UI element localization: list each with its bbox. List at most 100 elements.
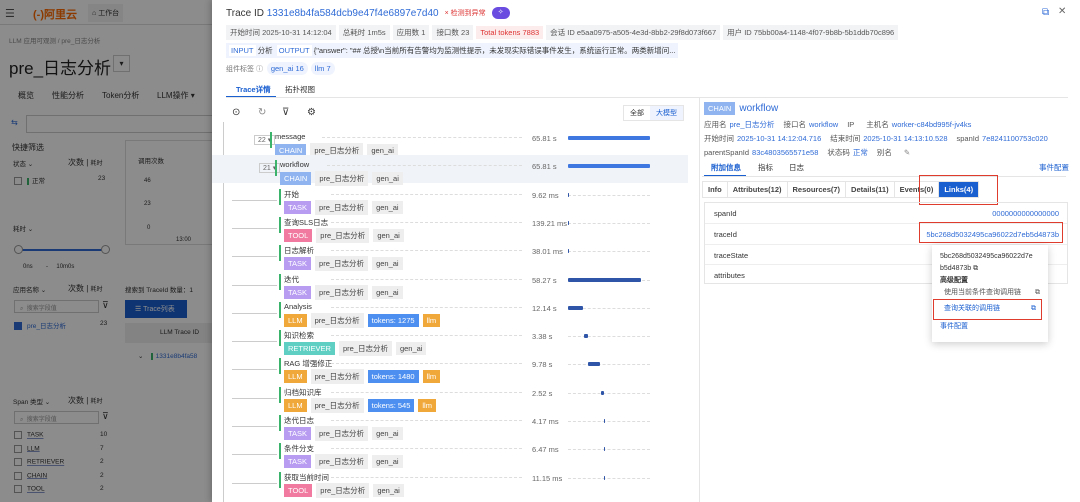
span-tags: TASK pre_日志分析 gen_ai [284, 284, 407, 300]
subtab-details[interactable]: Details(11) [846, 182, 895, 197]
anomaly-badge[interactable]: × 检测到异常 [444, 10, 486, 17]
status-bar [279, 471, 281, 488]
span-row[interactable]: 查询SLS日志 TOOL pre_日志分析 gen_ai 139.21 ms [212, 216, 692, 244]
span-row[interactable]: RAG 增强修正 LLM pre_日志分析 tokens: 1480 llm 9.78 s [212, 358, 692, 385]
trace-list-button[interactable]: ☰ Trace列表 [125, 300, 187, 318]
tokens-badge: tokens: 545 [367, 398, 415, 412]
span-row[interactable]: 22 ▾ message CHAIN pre_日志分析 gen_ai 65.81 s [212, 132, 692, 159]
duration-slider[interactable] [18, 249, 106, 251]
event-config-link[interactable]: 事件配置 [1039, 163, 1069, 172]
component-tag: gen_ai [372, 172, 403, 186]
info-value: pre_日志分析 [729, 120, 775, 129]
span-row[interactable]: 开始 TASK pre_日志分析 gen_ai 9.62 ms [212, 188, 692, 216]
checkbox[interactable] [14, 485, 22, 493]
nav-token[interactable]: Token分析 [102, 91, 140, 100]
checkbox[interactable] [14, 471, 22, 480]
ai-assist-icon[interactable]: ✧ [491, 7, 510, 19]
span-type-item[interactable]: RETRIEVER [14, 458, 64, 466]
app-item[interactable]: pre_日志分析 [14, 320, 66, 331]
span-type-item[interactable]: TASK [14, 431, 44, 439]
menu-icon[interactable]: ☰ [5, 8, 15, 20]
checkbox[interactable] [14, 444, 22, 453]
nav-llm-ops[interactable]: LLM操作 ▾ [157, 91, 195, 100]
attribute-row: traceId 5bc268d5032495ca96022d7eb5d4873b [705, 223, 1067, 243]
attribute-row: attributes [705, 263, 1067, 284]
traceid-popover: 5bc268d5032495ca96022d7e b5d4873b ⧉ 高级配置… [932, 245, 1048, 342]
status-item[interactable]: 正常 [14, 175, 45, 186]
span-row[interactable]: 迭代日志 TASK pre_日志分析 gen_ai 4.17 ms [212, 415, 692, 442]
open-new-window-icon[interactable]: ⧉ [1042, 7, 1050, 18]
filter-icon[interactable]: ⊽ [282, 107, 290, 118]
nav-overview[interactable]: 概览 [18, 91, 34, 100]
app-filter-toggle[interactable]: 应用名称 ⌄ [13, 287, 47, 294]
attribute-row: spanId 0000000000000000 [705, 203, 1067, 223]
workbench-button[interactable]: ⌂ 工作台 [88, 4, 124, 22]
duration-filter-toggle[interactable]: 耗时 ⌄ [13, 226, 34, 233]
edit-icon[interactable]: ✎ [903, 148, 911, 157]
tab-logs[interactable]: 日志 [789, 163, 804, 172]
aliyun-logo[interactable]: (-)阿里云 [33, 9, 77, 21]
tab-metrics[interactable]: 指标 [758, 163, 773, 172]
span-type-item[interactable]: TOOL [14, 485, 45, 493]
modal-overlay[interactable] [0, 0, 212, 502]
span-row[interactable]: 获取当前时间 TOOL pre_日志分析 gen_ai 11.15 ms [212, 471, 692, 499]
tab-topology[interactable]: 拓扑视图 [285, 85, 315, 94]
query-icon[interactable]: ⇆ [11, 118, 18, 127]
span-type-item[interactable]: LLM [14, 444, 40, 453]
span-tags: TASK pre_日志分析 gen_ai [284, 256, 407, 272]
links-table: spanId 0000000000000000 traceId 5bc268d5032… [704, 202, 1068, 284]
child-count-toggle[interactable]: 22 ▾ [254, 135, 276, 145]
view-all[interactable]: 全部 [630, 110, 644, 117]
refresh-icon[interactable]: ↻ [258, 107, 267, 118]
timeline-track [568, 251, 650, 253]
span-row[interactable]: 21 ▾ workflow CHAIN pre_日志分析 gen_ai 65.81 s [212, 160, 692, 187]
span-row[interactable]: 归档知识库 LLM pre_日志分析 tokens: 545 llm 2.52 s [212, 386, 692, 414]
leader-line [331, 420, 522, 421]
popover-event-config[interactable]: 事件配置 [940, 323, 968, 330]
filter-icon[interactable]: ⊽ [102, 411, 109, 421]
nav-performance[interactable]: 性能分析 [52, 91, 84, 100]
checkbox-checked[interactable] [14, 322, 22, 331]
slider-handle-max[interactable] [101, 245, 110, 254]
subtab-events[interactable]: Events(0) [895, 182, 940, 197]
io-summary[interactable]: INPUT 分析 OUTPUT {"answer": "## 总授\n当前所有告… [226, 43, 679, 58]
child-count-toggle[interactable]: 21 ▾ [259, 163, 281, 174]
span-tags: LLM pre_日志分析 tokens: 1275 llm [284, 312, 444, 328]
span-row[interactable]: 知识检索 RETRIEVER pre_日志分析 gen_ai 3.38 s [212, 330, 692, 357]
query-input[interactable] [26, 115, 212, 133]
view-toggle[interactable]: 全部 大模型 [623, 105, 684, 121]
span-row[interactable]: Analysis LLM pre_日志分析 tokens: 1275 llm 12.14 … [212, 301, 692, 329]
tab-extra-info[interactable]: 附加信息 [711, 163, 741, 172]
settings-icon[interactable]: ⚙ [307, 107, 316, 118]
close-icon[interactable]: ✕ [1058, 6, 1067, 17]
slider-handle-min[interactable] [14, 245, 23, 254]
locate-icon[interactable]: ⊙ [232, 107, 241, 118]
app-switch-dropdown[interactable]: ▾ [113, 55, 130, 72]
span-type-badge: LLM [284, 398, 307, 412]
app-search-input[interactable]: ⌕ 搜索字段值 [14, 300, 99, 313]
subtab-attributes[interactable]: Attributes(12) [728, 182, 788, 197]
subtab-info[interactable]: Info [703, 182, 728, 197]
app-tag: pre_日志分析 [315, 426, 369, 441]
status-filter-toggle[interactable]: 状态 ⌄ [13, 161, 34, 168]
subtab-resources[interactable]: Resources(7) [788, 182, 847, 197]
checkbox[interactable] [14, 431, 22, 439]
query-current-link[interactable]: 使用当前条件查询调用链 ⧉ [940, 287, 1040, 299]
copy-icon[interactable]: ⧉ [973, 265, 979, 272]
subtab-links[interactable]: Links(4) [939, 182, 979, 197]
span-type-item[interactable]: CHAIN [14, 471, 47, 480]
attribute-value[interactable]: 0000000000000000 [992, 209, 1059, 218]
checkbox[interactable] [14, 458, 22, 466]
checkbox[interactable] [14, 177, 22, 186]
span-row[interactable]: 迭代 TASK pre_日志分析 gen_ai 58.27 s [212, 273, 692, 301]
query-linked-trace-link[interactable]: 查询关联的调用链 ⧉ [940, 299, 1040, 319]
span-row[interactable]: 条件分支 TASK pre_日志分析 gen_ai 6.47 ms [212, 443, 692, 470]
filter-icon[interactable]: ⊽ [102, 300, 109, 310]
attribute-value[interactable]: 5bc268d5032495ca96022d7eb5d4873b [926, 230, 1059, 240]
trace-row[interactable]: ⌄ 1331e8b4fa58 [138, 353, 198, 360]
view-llm[interactable]: 大模型 [650, 106, 683, 120]
tab-trace-detail[interactable]: Trace详情 [236, 85, 271, 94]
span-type-filter-toggle[interactable]: Span 类型 ⌄ [13, 399, 51, 406]
span-row[interactable]: 日志解析 TASK pre_日志分析 gen_ai 38.01 ms [212, 245, 692, 272]
span-search-input[interactable]: ⌕ 搜索字段值 [14, 411, 99, 424]
